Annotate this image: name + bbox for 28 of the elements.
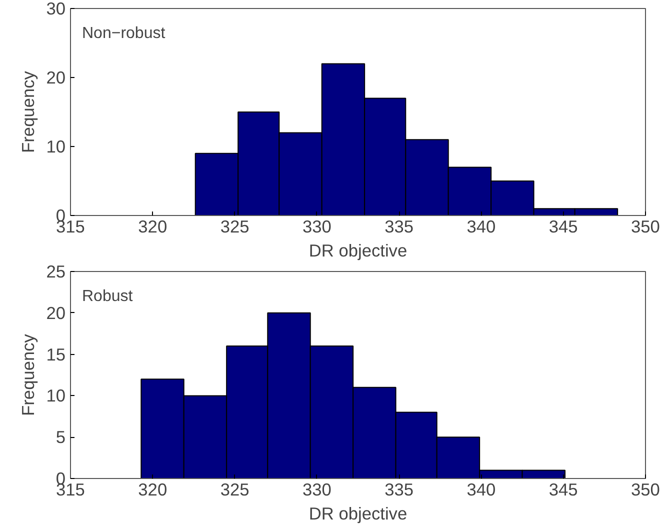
x-tick-label: 330	[302, 480, 332, 500]
x-tick-label: 350	[631, 480, 660, 500]
y-tick-label: 10	[46, 386, 66, 406]
y-tick-label: 20	[46, 302, 66, 323]
x-tick-label: 340	[466, 480, 496, 500]
x-axis-title: DR objective	[308, 240, 408, 260]
x-tick-label: 320	[138, 216, 168, 236]
y-axis-title: Frequency	[18, 334, 38, 416]
x-tick-label: 330	[302, 216, 332, 236]
y-tick-label: 30	[46, 0, 66, 18]
x-axis-title: DR objective	[308, 504, 408, 524]
x-tick-label: 340	[466, 216, 496, 236]
x-tick-label: 325	[220, 480, 250, 500]
y-tick-label: 20	[46, 68, 66, 88]
y-tick-label: 25	[46, 262, 66, 282]
x-tick-label: 345	[548, 216, 578, 236]
annotation: Non−robust	[82, 24, 166, 42]
annotation: Robust	[82, 288, 134, 305]
x-tick-label: 345	[548, 480, 578, 500]
x-tick-label: 335	[384, 480, 414, 500]
x-tick-label: 335	[384, 216, 414, 236]
x-tick-label: 325	[220, 216, 250, 236]
y-tick-label: 5	[56, 427, 66, 448]
y-tick-label: 15	[46, 344, 66, 364]
y-axis-title: Frequency	[18, 70, 38, 153]
x-tick-label: 350	[631, 216, 660, 236]
y-tick-label: 10	[46, 136, 66, 156]
x-tick-label: 320	[138, 480, 168, 500]
